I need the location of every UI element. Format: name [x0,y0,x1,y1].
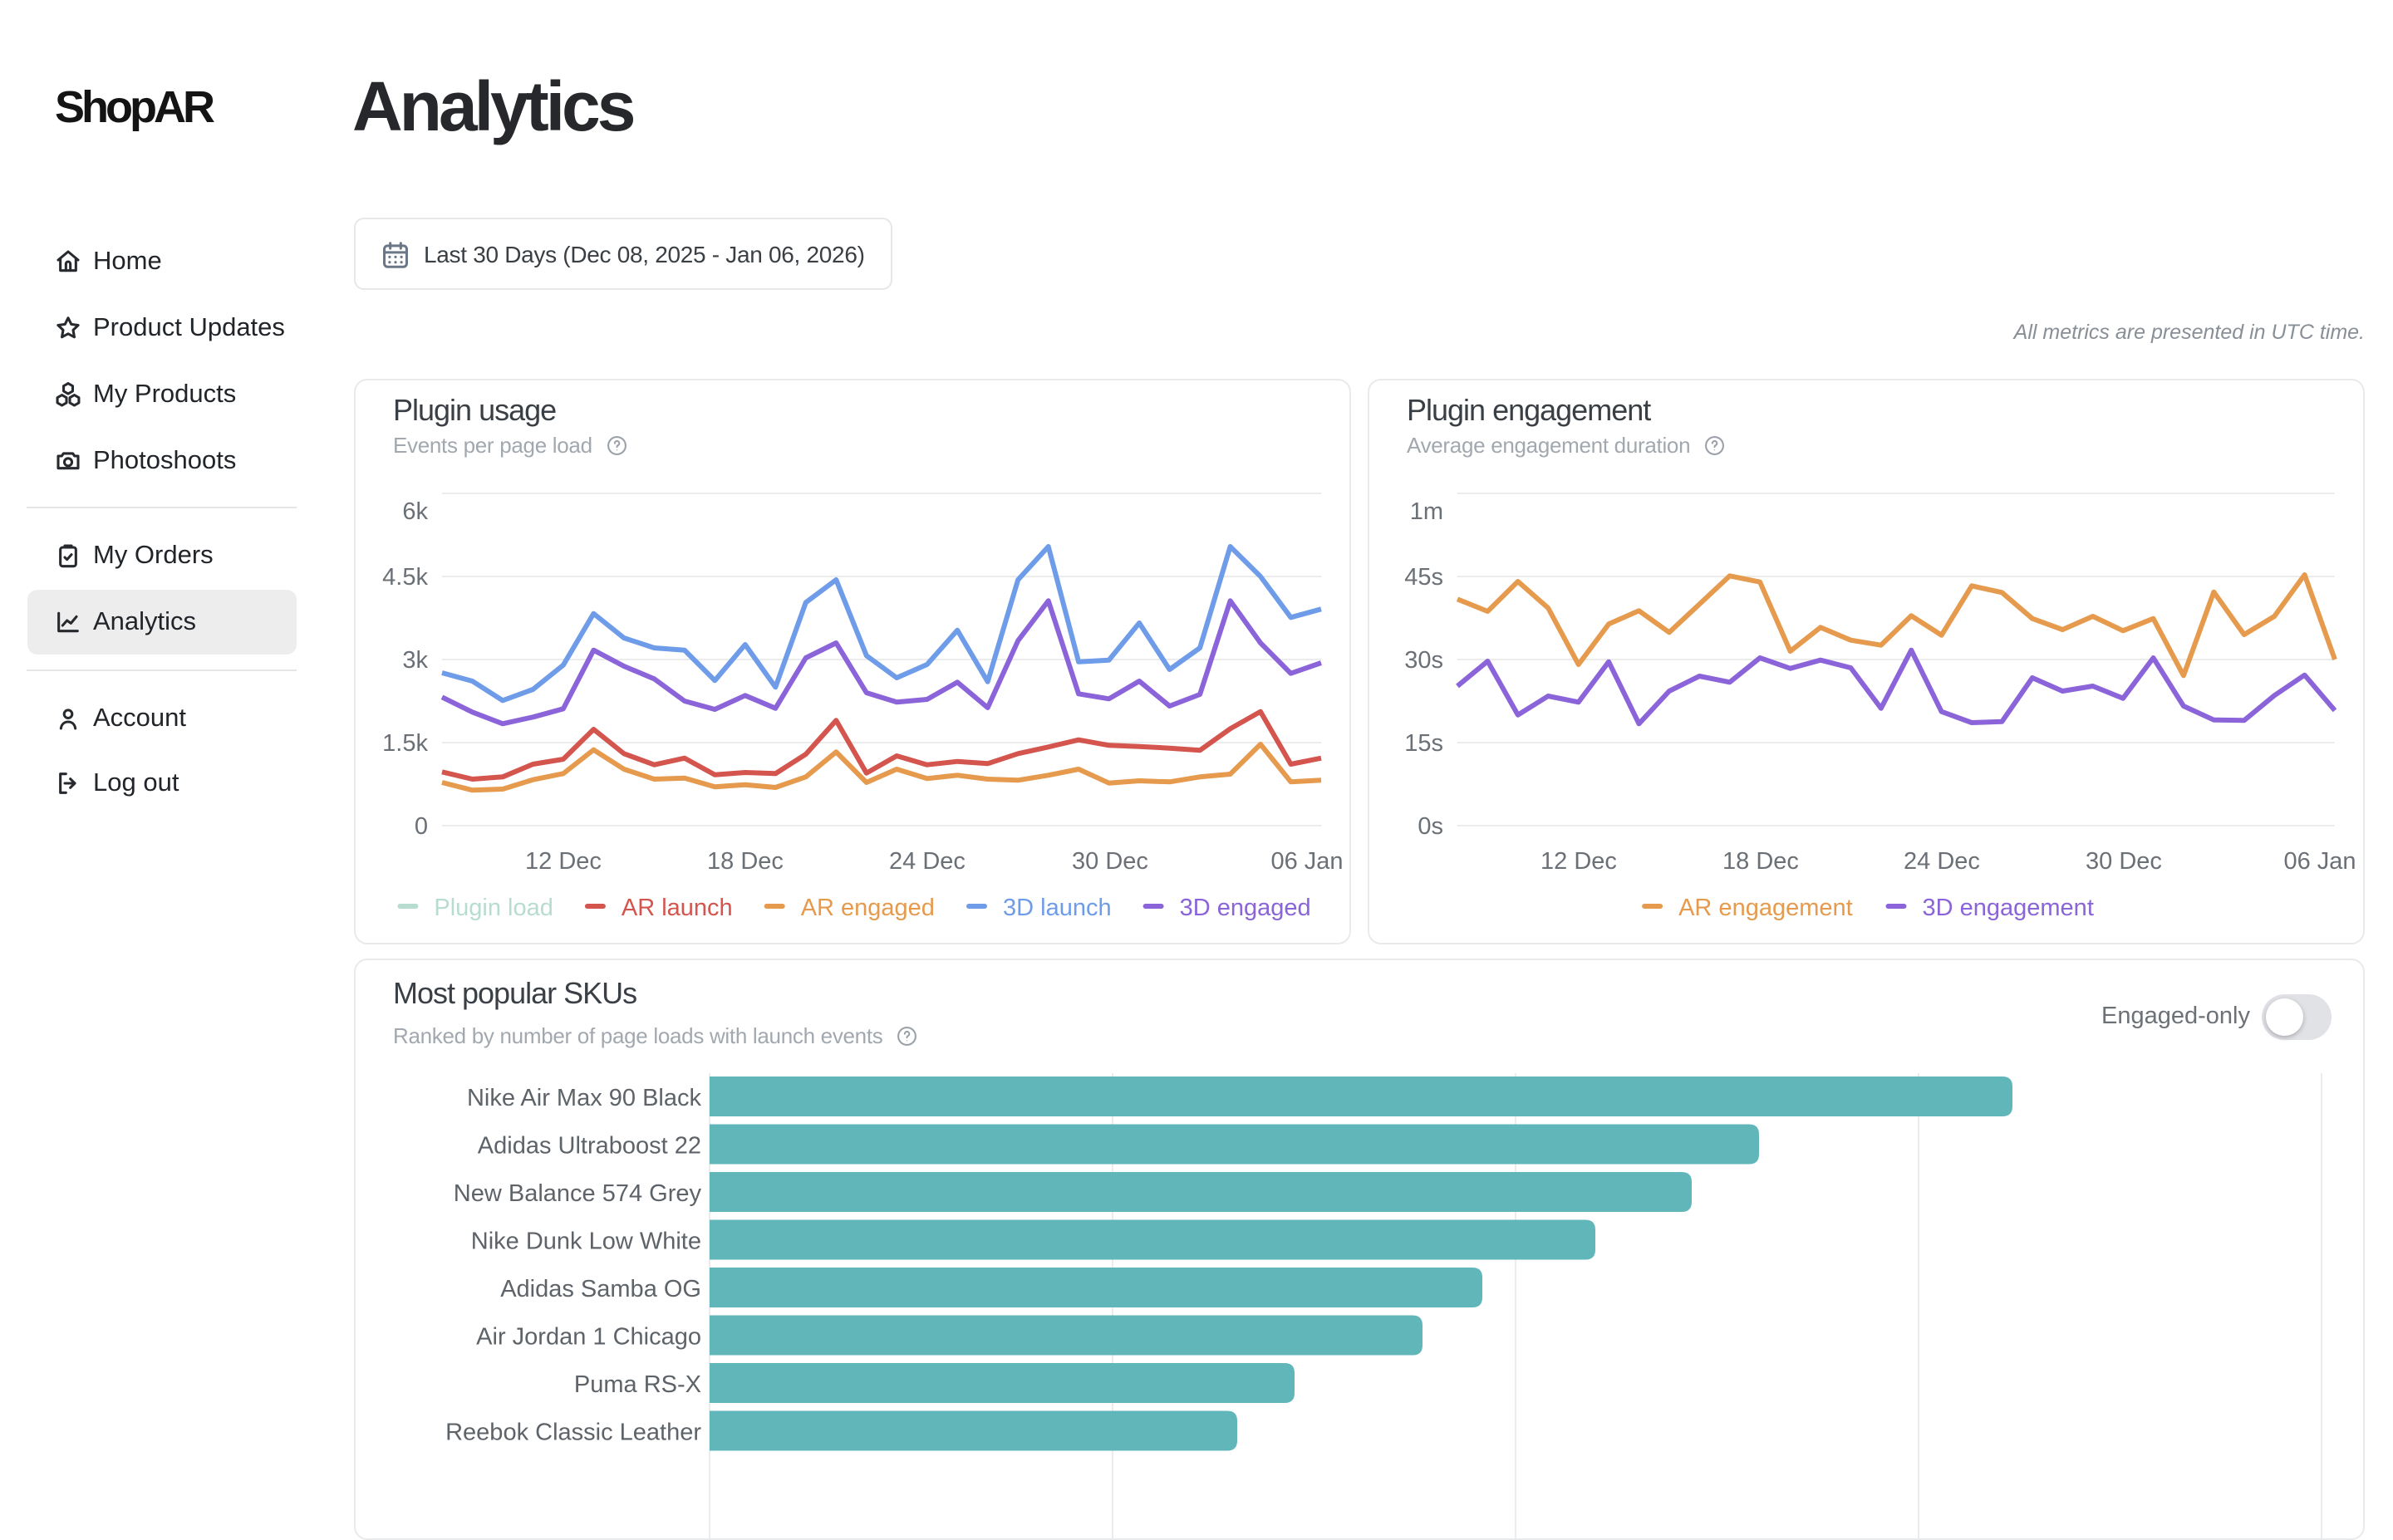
svg-text:Puma RS-X: Puma RS-X [574,1371,701,1398]
svg-text:6k: 6k [402,498,428,525]
svg-text:AR launch: AR launch [622,895,733,921]
svg-text:18 Dec: 18 Dec [1722,848,1799,875]
svg-text:New Balance 574 Grey: New Balance 574 Grey [454,1180,702,1207]
svg-text:45s: 45s [1404,564,1443,591]
svg-text:1.5k: 1.5k [382,730,428,757]
svg-text:3D engaged: 3D engaged [1180,895,1311,921]
svg-text:Air Jordan 1 Chicago: Air Jordan 1 Chicago [476,1324,701,1351]
svg-text:30s: 30s [1404,647,1443,674]
svg-text:Adidas Samba OG: Adidas Samba OG [500,1276,701,1302]
svg-text:18 Dec: 18 Dec [707,848,784,875]
svg-text:Nike Dunk Low White: Nike Dunk Low White [471,1229,701,1255]
svg-text:12 Dec: 12 Dec [1540,848,1617,875]
svg-text:24 Dec: 24 Dec [1904,848,1980,875]
svg-text:06 Jan: 06 Jan [1270,848,1343,875]
svg-text:Adidas Ultraboost 22: Adidas Ultraboost 22 [478,1133,701,1160]
svg-text:12 Dec: 12 Dec [525,848,602,875]
svg-text:Reebok Classic Leather: Reebok Classic Leather [445,1420,701,1446]
svg-text:1m: 1m [1410,498,1443,525]
svg-text:0s: 0s [1418,813,1443,840]
svg-text:0: 0 [415,813,428,840]
svg-text:3k: 3k [402,647,428,674]
svg-text:Nike Air Max 90 Black: Nike Air Max 90 Black [467,1085,702,1111]
svg-text:30 Dec: 30 Dec [1072,848,1148,875]
svg-text:24 Dec: 24 Dec [889,848,966,875]
svg-text:15s: 15s [1404,730,1443,757]
svg-text:4.5k: 4.5k [382,564,428,591]
svg-text:AR engaged: AR engaged [801,895,935,921]
svg-text:3D launch: 3D launch [1003,895,1112,921]
svg-text:30 Dec: 30 Dec [2086,848,2162,875]
svg-text:Plugin load: Plugin load [434,895,553,921]
svg-text:06 Jan: 06 Jan [2283,848,2356,875]
svg-text:AR engagement: AR engagement [1678,895,1853,921]
svg-text:3D engagement: 3D engagement [1923,895,2094,921]
